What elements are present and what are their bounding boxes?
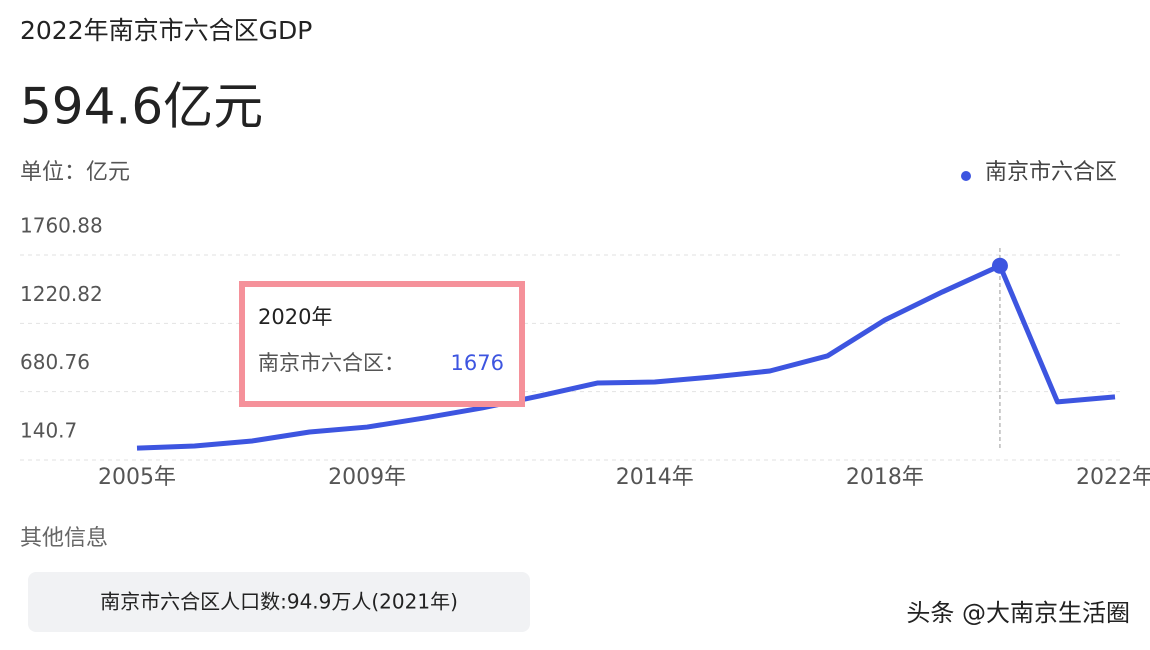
x-tick-label: 2018年 — [846, 465, 924, 490]
legend-label: 南京市六合区 — [985, 160, 1117, 185]
chip[interactable]: 南京市六合区人口数:94.9万人(2021年) — [100, 590, 458, 614]
tooltip-value: 1676 — [451, 351, 504, 375]
tooltip-label: 南京市六合区： — [258, 351, 405, 375]
x-tick-label: 2022年 — [1076, 465, 1150, 490]
x-tick-label: 2005年 — [98, 465, 176, 490]
y-tick-label: 1760.88 — [20, 214, 103, 238]
y-tick-label: 1220.82 — [20, 282, 103, 306]
y-tick-label: 680.76 — [20, 350, 90, 374]
y-tick-label: 140.7 — [20, 419, 77, 443]
title: 2022年南京市六合区GDP — [20, 16, 312, 45]
tooltip-box — [239, 281, 525, 407]
watermark: 头条 @大南京生活圈 — [906, 599, 1130, 627]
legend-dot — [961, 171, 971, 181]
tooltip-title: 2020年 — [258, 305, 332, 329]
section-heading: 其他信息 — [20, 526, 108, 551]
data-line — [136, 263, 1116, 451]
x-tick-label: 2014年 — [616, 465, 694, 490]
x-tick-label: 2009年 — [328, 465, 406, 490]
headline: 594.6亿元 — [20, 78, 263, 136]
unit: 单位：亿元 — [20, 160, 130, 185]
hover-point — [991, 257, 1008, 274]
chip-bg[interactable] — [28, 572, 530, 632]
